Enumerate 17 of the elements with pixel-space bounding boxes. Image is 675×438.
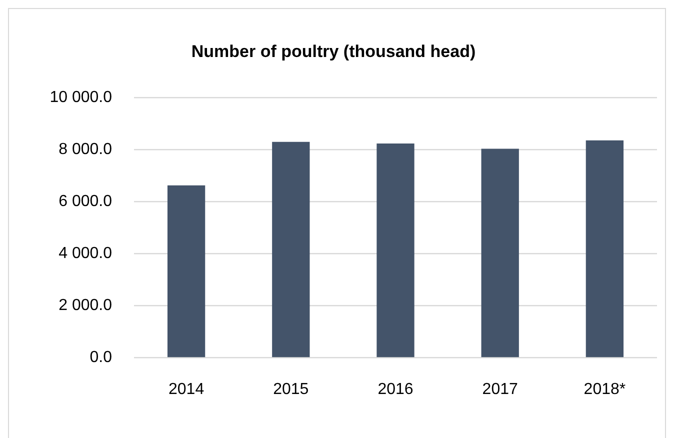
y-tick-label: 0.0: [90, 349, 112, 366]
y-tick-label: 2 000.0: [58, 297, 112, 314]
bar: [272, 142, 310, 358]
x-tick-label: 2018*: [584, 380, 626, 398]
y-tick-label: 6 000.0: [58, 192, 112, 210]
y-tick-label: 8 000.0: [58, 140, 112, 158]
bar: [376, 143, 414, 358]
x-tick-label: 2014: [168, 380, 204, 398]
x-tick-label: 2015: [273, 380, 309, 398]
y-tick-label: 4 000.0: [58, 245, 112, 262]
bar: [481, 148, 519, 358]
chart-title: Number of poultry (thousand head): [191, 42, 476, 61]
bar: [167, 185, 206, 358]
x-tick-label: 2016: [378, 380, 414, 398]
y-tick-label: 10 000.0: [50, 88, 112, 106]
x-tick-label: 2017: [482, 380, 518, 398]
bar: [586, 140, 624, 358]
